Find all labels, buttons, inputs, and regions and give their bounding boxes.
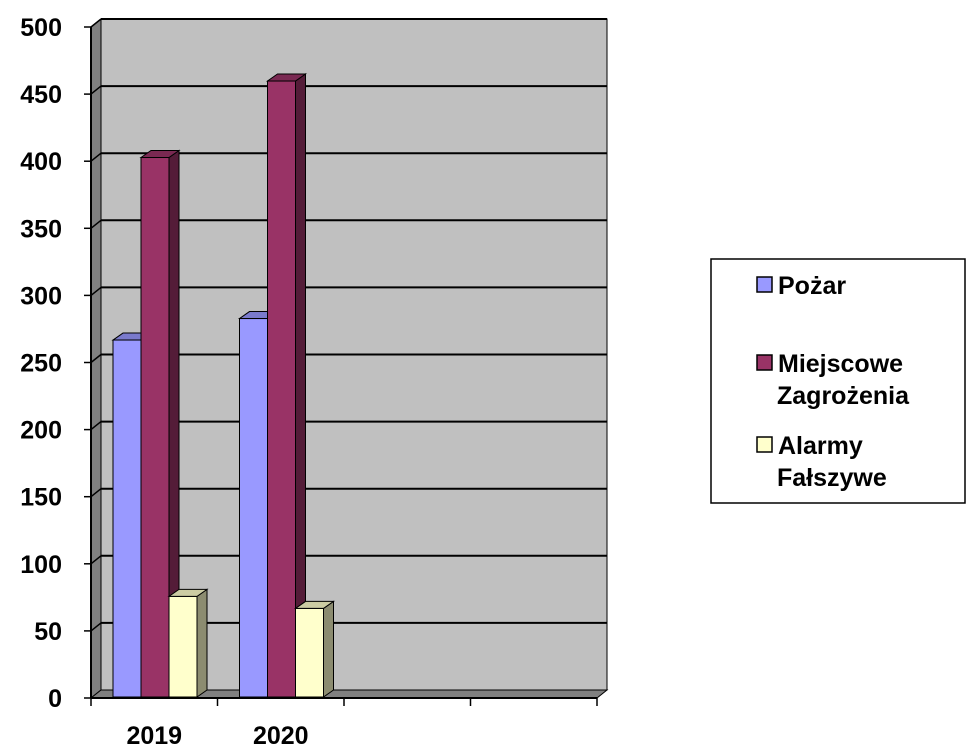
gridline-side (90, 85, 102, 95)
y-tick-label: 100 (20, 551, 62, 579)
y-tick-label: 350 (20, 215, 62, 243)
bar (139, 149, 181, 698)
legend-swatch (756, 276, 773, 293)
bar-front (112, 339, 142, 698)
legend-swatch (756, 354, 773, 371)
bar-top (139, 150, 181, 159)
x-tick-label: 2020 (253, 722, 309, 749)
y-tick-label: 150 (20, 484, 62, 512)
legend: Pożar Miejscowe Zagrożenia Alarmy Fałszywe (710, 258, 966, 504)
gridline-side (90, 555, 102, 565)
y-tick-label: 400 (20, 148, 62, 176)
legend-box (710, 258, 966, 504)
gridline-side (90, 353, 102, 364)
legend-label: Zagrożenia (777, 382, 910, 410)
gridline-side (90, 152, 102, 162)
bar-front (168, 595, 198, 698)
bar (167, 588, 209, 698)
gridline-side (90, 488, 102, 498)
y-tick-labels: 0 50 100 150 200 250 300 350 400 450 500 (20, 14, 91, 713)
bar (293, 600, 336, 698)
legend-label: Pożar (778, 272, 846, 300)
bar-top (293, 600, 336, 609)
gridlines (90, 18, 607, 632)
bar-top (265, 73, 308, 82)
gridline-side (90, 622, 102, 632)
y-tick-label: 450 (20, 81, 62, 109)
bar-side (196, 588, 208, 698)
y-tick-label: 0 (48, 685, 62, 713)
y-tick-label: 200 (20, 417, 62, 445)
bar-front (267, 80, 296, 698)
y-tick-label: 50 (34, 618, 62, 646)
y-tick-label: 250 (20, 350, 62, 378)
gridline-side (90, 18, 102, 28)
legend-label: Fałszywe (777, 464, 887, 492)
legend-swatch (756, 436, 773, 453)
bars (111, 73, 336, 698)
gridline-side (90, 286, 102, 296)
bar (265, 73, 308, 698)
gridline-side (90, 421, 102, 431)
x-tick-labels: 2019 2020 (90, 698, 598, 749)
x-tick-label: 2019 (126, 722, 182, 749)
bar-front (239, 318, 268, 698)
y-tick-label: 500 (20, 14, 62, 42)
bar-front (295, 607, 324, 698)
gridline-side (90, 219, 102, 229)
bar-top (167, 588, 209, 597)
bar-front (140, 157, 170, 698)
legend-label: Miejscowe (778, 350, 903, 378)
y-tick-label: 300 (20, 282, 62, 310)
bar-side (323, 600, 334, 698)
legend-label: Alarmy (778, 432, 863, 460)
